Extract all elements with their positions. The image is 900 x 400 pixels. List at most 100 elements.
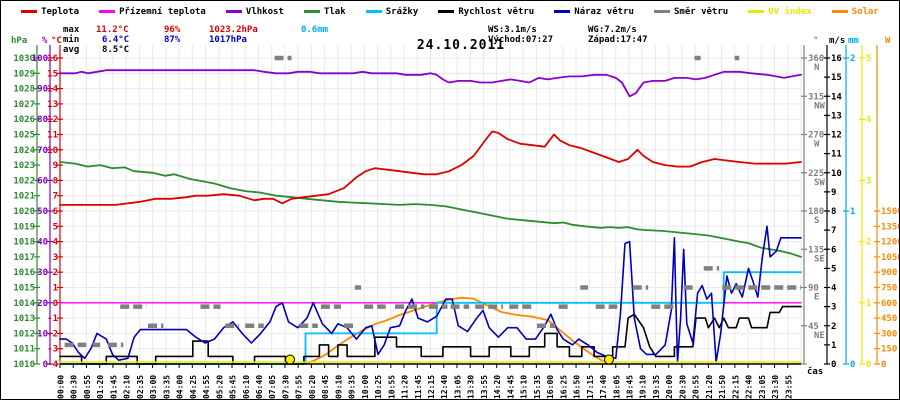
stat-min-hum: 87% <box>164 35 181 45</box>
hum-tick-label: 10 <box>37 329 48 339</box>
x-tick-label: 22:15 <box>731 375 740 399</box>
deg-tick-label: 270 <box>808 131 824 141</box>
ms-tick-label: 3 <box>831 303 836 313</box>
x-tick-label: 19:35 <box>652 375 661 399</box>
stat-max-hum: 96% <box>164 25 181 35</box>
x-tick-label: 10:25 <box>374 375 383 399</box>
temp-tick-label: -3 <box>47 345 58 355</box>
legend-label: Srážky <box>385 6 419 17</box>
deg-compass-label: NW <box>814 101 825 111</box>
ms-tick-label: 10 <box>831 169 842 179</box>
legend-label: Náraz větru <box>574 6 634 17</box>
temp-tick-label: 8 <box>53 176 58 186</box>
press-tick-label: 1023 <box>13 161 35 171</box>
mm-tick-label: 2 <box>850 54 855 64</box>
legend-label: Tlak <box>323 6 346 17</box>
press-tick-label: 1013 <box>13 314 35 324</box>
x-tick-label: 12:15 <box>427 375 436 399</box>
deg-tick-label: 360 <box>808 54 824 64</box>
temp-tick-label: -1 <box>47 314 58 324</box>
press-tick-label: 1020 <box>13 207 35 217</box>
deg-compass-label: NE <box>814 331 825 341</box>
stat-min-press: 1017hPa <box>209 35 247 45</box>
deg-compass-label: S <box>814 216 819 226</box>
temp-tick-label: 16 <box>47 54 58 64</box>
deg-compass-label: SW <box>814 178 825 188</box>
x-tick-label: 06:10 <box>242 375 251 399</box>
watt-tick-label: 300 <box>881 329 897 339</box>
hum-tick-label: 20 <box>37 299 48 309</box>
ms-tick-label: 8 <box>831 207 836 217</box>
x-tick-label: 02:10 <box>123 375 132 399</box>
deg-tick-label: 225 <box>808 169 824 179</box>
watt-tick-label: 450 <box>881 314 897 324</box>
stat-min-temp: 6.4°C <box>102 35 129 45</box>
x-tick-label: 07:30 <box>281 375 290 399</box>
press-tick-label: 1017 <box>13 253 35 263</box>
x-tick-label: 16:50 <box>573 375 582 399</box>
legend-item-1: Přízemní teplota <box>99 7 206 17</box>
press-tick-label: 1014 <box>13 299 35 309</box>
ms-tick-label: 0 <box>831 360 836 370</box>
hum-tick-label: 50 <box>37 207 48 217</box>
stat-wind-gust: WG:7.2m/s <box>588 25 637 35</box>
press-tick-label: 1026 <box>13 115 35 125</box>
temp-tick-label: 2 <box>53 268 58 278</box>
x-tick-label: 13:30 <box>467 375 476 399</box>
hum-tick-label: 90 <box>37 85 48 95</box>
press-tick-label: 1019 <box>13 222 35 232</box>
x-tick-label: 18:45 <box>625 375 634 399</box>
stat-sunrise: Východ:07:27 <box>488 35 553 45</box>
x-tick-label: 00:30 <box>70 375 79 399</box>
press-tick-label: 1022 <box>13 176 35 186</box>
x-tick-label: 23:05 <box>758 375 767 399</box>
temp-tick-label: 14 <box>47 85 58 95</box>
temp-tick-label: 3 <box>53 253 58 263</box>
x-tick-label: 03:35 <box>162 375 171 399</box>
temp-tick-label: 9 <box>53 161 58 171</box>
legend: Teplota Přízemní teplota Vlhkost Tlak Srážky… <box>1 1 899 22</box>
series-layer <box>59 55 802 365</box>
legend-swatch <box>748 10 765 13</box>
x-tick-label: 19:10 <box>639 375 648 399</box>
axis-header-temperature: °C <box>51 36 62 46</box>
watt-tick-label: 1200 <box>881 238 900 248</box>
x-axis-label: čas <box>807 366 823 377</box>
ms-tick-label: 5 <box>831 264 836 274</box>
stat-sunset: Západ:17:47 <box>588 35 648 45</box>
legend-label: Rychlost větru <box>458 6 535 17</box>
press-tick-label: 1021 <box>13 192 35 202</box>
stat-avg-temp: 8.5°C <box>102 45 129 55</box>
stat-max-temp: 11.2°C <box>96 25 129 35</box>
overlay-layer <box>60 354 801 365</box>
x-tick-label: 05:20 <box>215 375 224 399</box>
x-tick-label: 04:25 <box>189 375 198 399</box>
x-tick-label: 09:35 <box>348 375 357 399</box>
x-tick-label: 04:00 <box>176 375 185 399</box>
legend-item-9: Solar <box>831 7 879 17</box>
axis-header-pressure: hPa <box>11 36 27 46</box>
deg-tick-label: 45 <box>808 322 819 332</box>
ms-tick-label: 15 <box>831 73 842 83</box>
stat-wind-speed: WS:3.1m/s <box>488 25 537 35</box>
legend-swatch <box>554 10 571 13</box>
deg-tick-label: 180 <box>808 207 824 217</box>
legend-label: Přízemní teplota <box>119 6 206 17</box>
x-tick-label: 16:25 <box>559 375 568 399</box>
press-tick-label: 1030 <box>13 54 35 64</box>
x-tick-label: 23:55 <box>784 375 793 399</box>
x-tick-label: 08:45 <box>321 375 330 399</box>
hum-tick-label: 40 <box>37 238 48 248</box>
series-sr-ky <box>59 271 802 365</box>
x-tick-label: 20:00 <box>665 375 674 399</box>
temp-tick-label: 4 <box>53 238 59 248</box>
hum-tick-label: 60 <box>37 176 48 186</box>
x-tick-label: 21:20 <box>705 375 714 399</box>
x-tick-label: 00:55 <box>83 375 92 399</box>
watt-tick-label: 600 <box>881 299 897 309</box>
legend-item-0: Teplota <box>21 7 79 17</box>
x-tick-label: 14:20 <box>493 375 502 399</box>
ms-tick-label: 12 <box>831 131 842 141</box>
